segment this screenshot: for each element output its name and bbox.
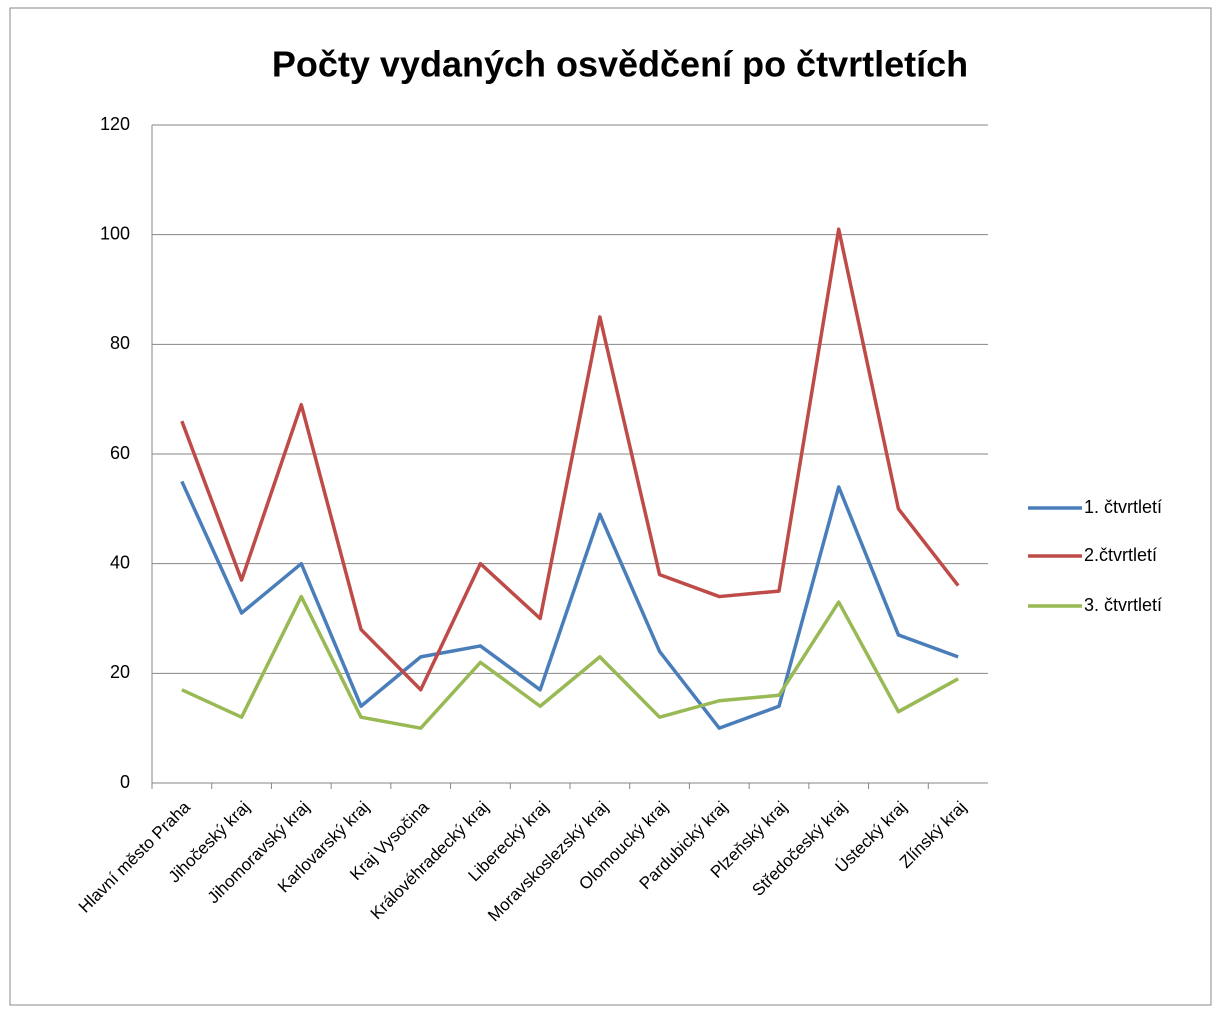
y-tick-label: 80: [110, 333, 130, 353]
y-tick-label: 40: [110, 552, 130, 572]
legend-label: 2.čtvrtletí: [1084, 545, 1157, 565]
legend-label: 1. čtvrtletí: [1084, 497, 1162, 517]
y-tick-label: 60: [110, 443, 130, 463]
y-tick-label: 0: [120, 772, 130, 792]
y-tick-label: 100: [100, 223, 130, 243]
y-tick-label: 120: [100, 114, 130, 134]
legend-label: 3. čtvrtletí: [1084, 595, 1162, 615]
y-tick-label: 20: [110, 662, 130, 682]
chart-frame: [9, 7, 1212, 1006]
series-line: [181, 594, 959, 730]
series-line: [180, 227, 960, 692]
chart-title: Počty vydaných osvědčení po čtvrtletích: [272, 44, 968, 85]
series-line: [180, 480, 959, 730]
